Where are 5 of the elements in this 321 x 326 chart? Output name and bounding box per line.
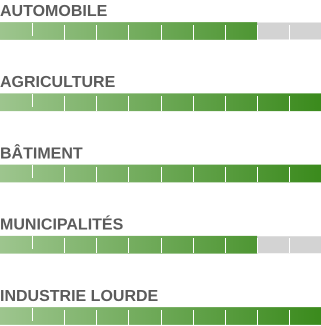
y-tick-label: AUTOMOBILE	[0, 2, 108, 20]
y-tick-label: INDUSTRIE LOURDE	[0, 288, 159, 305]
y-tick-label: AGRICULTURE	[0, 74, 116, 92]
y-tick-label: BÂTIMENT	[0, 143, 83, 162]
y-tick-label: MUNICIPALITÉS	[0, 214, 124, 234]
